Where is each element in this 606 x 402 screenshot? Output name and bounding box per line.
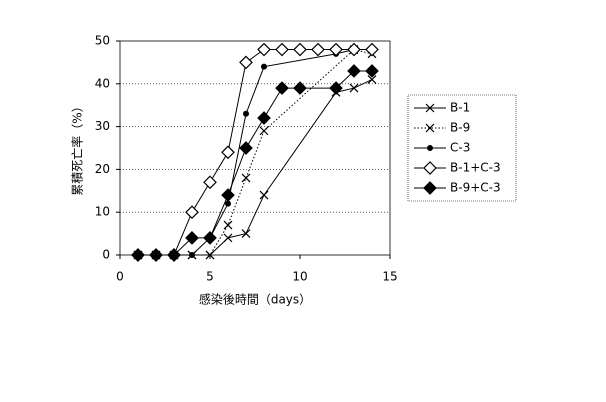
legend-label: C-3	[450, 141, 470, 155]
marker	[203, 231, 217, 245]
marker	[223, 220, 233, 230]
marker	[131, 248, 145, 262]
legend-marker	[425, 103, 435, 113]
legend-label: B-9+C-3	[450, 181, 501, 195]
marker	[367, 75, 377, 84]
marker	[185, 205, 199, 220]
marker	[365, 64, 379, 78]
marker	[349, 83, 359, 93]
marker	[259, 126, 269, 136]
marker	[365, 42, 379, 57]
x-axis-label: 感染後時間（days）	[199, 292, 311, 307]
x-tick-label: 0	[116, 270, 124, 284]
series-line	[138, 49, 372, 256]
marker	[257, 111, 271, 125]
marker	[221, 188, 235, 202]
marker	[243, 110, 249, 117]
marker	[275, 81, 289, 95]
marker	[293, 81, 307, 95]
marker	[205, 250, 215, 260]
y-tick-label: 40	[95, 76, 110, 90]
marker	[223, 233, 233, 243]
legend-marker	[425, 123, 435, 133]
legend-marker	[423, 161, 437, 175]
marker	[241, 229, 251, 239]
y-tick-label: 30	[95, 119, 110, 133]
marker	[167, 248, 181, 262]
marker	[239, 141, 253, 155]
legend-marker	[427, 145, 433, 151]
marker	[239, 55, 253, 70]
x-tick-label: 5	[206, 270, 214, 284]
marker	[329, 42, 343, 57]
marker	[241, 173, 251, 183]
series-line	[138, 70, 372, 256]
y-tick-label: 20	[95, 162, 110, 176]
y-tick-label: 0	[102, 248, 110, 262]
series-line	[138, 79, 373, 256]
marker	[329, 81, 343, 95]
marker	[293, 42, 307, 57]
plot-area	[119, 40, 391, 256]
marker	[257, 42, 271, 57]
marker	[261, 63, 267, 70]
marker	[189, 252, 195, 258]
legend-label: B-1	[450, 101, 470, 115]
y-tick-label: 10	[95, 205, 110, 219]
series-line	[138, 49, 372, 256]
marker	[203, 175, 217, 190]
legend-marker	[423, 181, 437, 195]
marker	[221, 145, 235, 160]
marker	[311, 42, 325, 57]
y-axis-label: 累積死亡率（%）	[70, 100, 85, 195]
x-tick-label: 15	[382, 270, 397, 284]
legend-label: B-9	[450, 121, 470, 135]
marker	[149, 248, 163, 262]
marker	[347, 64, 361, 78]
marker	[347, 42, 361, 57]
marker	[275, 42, 289, 57]
marker	[259, 190, 269, 200]
x-tick-label: 10	[292, 270, 307, 284]
y-tick-label: 50	[95, 34, 110, 48]
legend-label: B-1+C-3	[450, 161, 501, 175]
marker	[185, 231, 199, 245]
legend-box	[407, 94, 517, 202]
marker	[225, 200, 231, 207]
series-line	[138, 49, 373, 256]
